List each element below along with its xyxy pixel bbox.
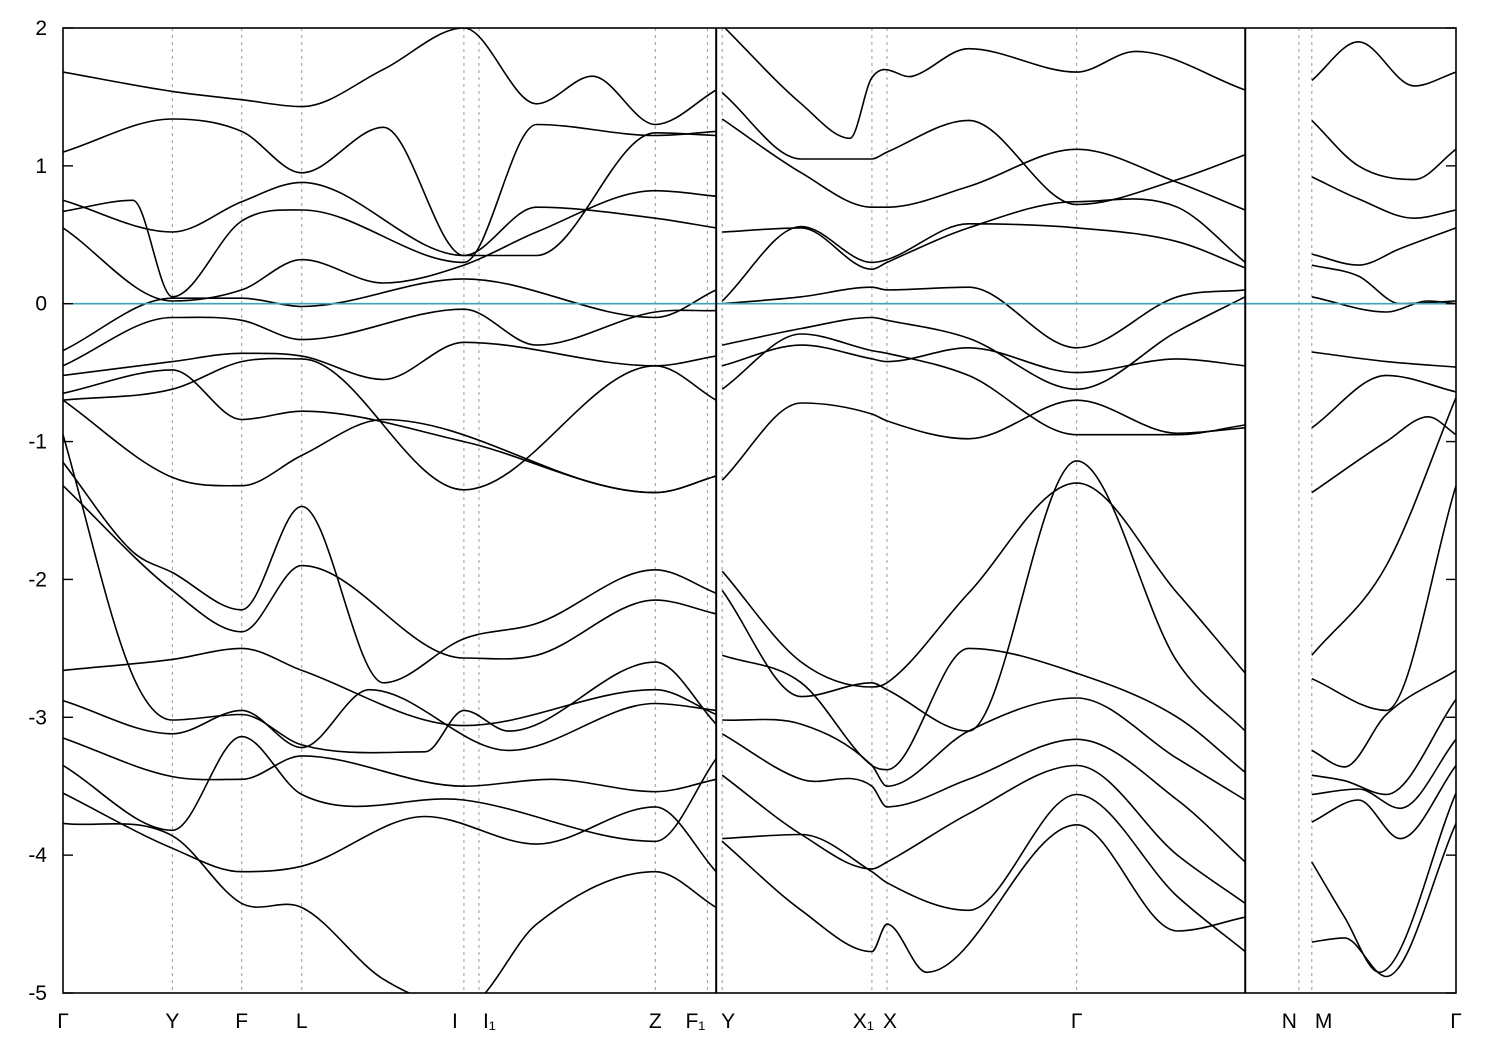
x-tick-label: N bbox=[1282, 1010, 1297, 1033]
band-line bbox=[63, 399, 717, 494]
segment-breaks bbox=[715, 28, 1247, 993]
x-tick-label: L bbox=[296, 1010, 308, 1033]
band-line bbox=[1311, 698, 1456, 796]
x-tick-label: Γ bbox=[1071, 1010, 1083, 1033]
band-line bbox=[63, 792, 717, 873]
band-line bbox=[63, 822, 717, 993]
y-tick-label: 1 bbox=[35, 155, 47, 178]
band-line bbox=[721, 823, 1246, 974]
band-line bbox=[63, 735, 717, 843]
x-tick-label: F bbox=[235, 1010, 248, 1033]
x-tick-label: X₁ bbox=[853, 1010, 874, 1033]
band-line bbox=[1311, 765, 1456, 840]
band-line bbox=[721, 460, 1246, 732]
band-line bbox=[723, 28, 1246, 140]
x-axis: Γ Y F L I I₁ Z F₁ Y X₁ X Γ N M Γ bbox=[57, 1010, 1462, 1033]
band-line bbox=[721, 647, 1246, 774]
band-line bbox=[63, 341, 717, 381]
x-tick-label: M bbox=[1315, 1010, 1333, 1033]
band-line bbox=[63, 181, 717, 257]
band-line bbox=[63, 278, 717, 352]
band-line bbox=[1311, 823, 1456, 978]
band-line bbox=[1311, 415, 1456, 494]
band-line bbox=[63, 357, 717, 491]
y-tick-label: -4 bbox=[28, 844, 47, 867]
band-line bbox=[722, 793, 1246, 953]
band-line bbox=[63, 28, 717, 126]
y-tick-label: 2 bbox=[35, 17, 47, 40]
band-line bbox=[63, 118, 717, 257]
y-tick-label: -3 bbox=[28, 706, 47, 729]
band-line bbox=[1311, 738, 1456, 810]
band-line bbox=[722, 198, 1246, 271]
band-line bbox=[63, 461, 717, 684]
x-tick-label: Y bbox=[721, 1010, 735, 1033]
y-tick-label: -1 bbox=[28, 431, 47, 454]
band-line bbox=[1311, 669, 1456, 768]
band-line bbox=[721, 344, 1246, 374]
band-line bbox=[1311, 351, 1456, 368]
band-line bbox=[721, 733, 1246, 863]
band-line bbox=[1311, 374, 1456, 429]
band-lines bbox=[63, 28, 1456, 993]
band-line bbox=[1311, 119, 1456, 181]
band-line bbox=[721, 333, 1246, 436]
band-line bbox=[1311, 227, 1456, 266]
band-line bbox=[721, 92, 1246, 206]
band-line bbox=[63, 123, 717, 298]
x-tick-label: X bbox=[883, 1010, 897, 1033]
x-tick-label: Γ bbox=[57, 1010, 69, 1033]
band-line bbox=[1311, 792, 1456, 974]
band-line bbox=[63, 308, 717, 367]
x-tick-label: Y bbox=[165, 1010, 179, 1033]
x-tick-label: I₁ bbox=[483, 1010, 496, 1033]
band-line bbox=[721, 222, 1246, 302]
band-line bbox=[63, 688, 717, 752]
y-tick-label: 0 bbox=[35, 293, 47, 316]
band-line bbox=[1311, 485, 1456, 712]
band-line bbox=[721, 399, 1246, 481]
band-line bbox=[1311, 176, 1456, 220]
y-tick-label: -2 bbox=[28, 568, 47, 591]
band-line bbox=[63, 485, 717, 660]
band-line bbox=[63, 189, 717, 302]
y-tick-label: -5 bbox=[28, 982, 47, 1005]
band-line bbox=[63, 737, 717, 793]
band-line bbox=[722, 296, 1246, 391]
band-line bbox=[1311, 264, 1456, 305]
band-line bbox=[63, 369, 717, 494]
band-line bbox=[1311, 40, 1456, 87]
band-line bbox=[721, 482, 1246, 688]
band-line bbox=[722, 697, 1246, 801]
plot-frame bbox=[62, 27, 1457, 994]
band-line bbox=[721, 764, 1246, 905]
x-tick-label: Γ bbox=[1450, 1010, 1462, 1033]
x-tick-label: F₁ bbox=[685, 1010, 705, 1033]
x-tick-label: Z bbox=[649, 1010, 662, 1033]
band-line bbox=[1311, 397, 1456, 656]
band-line bbox=[63, 647, 717, 727]
band-line bbox=[721, 118, 1246, 211]
x-tick-label: I bbox=[452, 1010, 458, 1033]
y-axis: -5 -4 -3 -2 -1 0 1 2 bbox=[28, 17, 1456, 1005]
band-line bbox=[63, 434, 717, 754]
